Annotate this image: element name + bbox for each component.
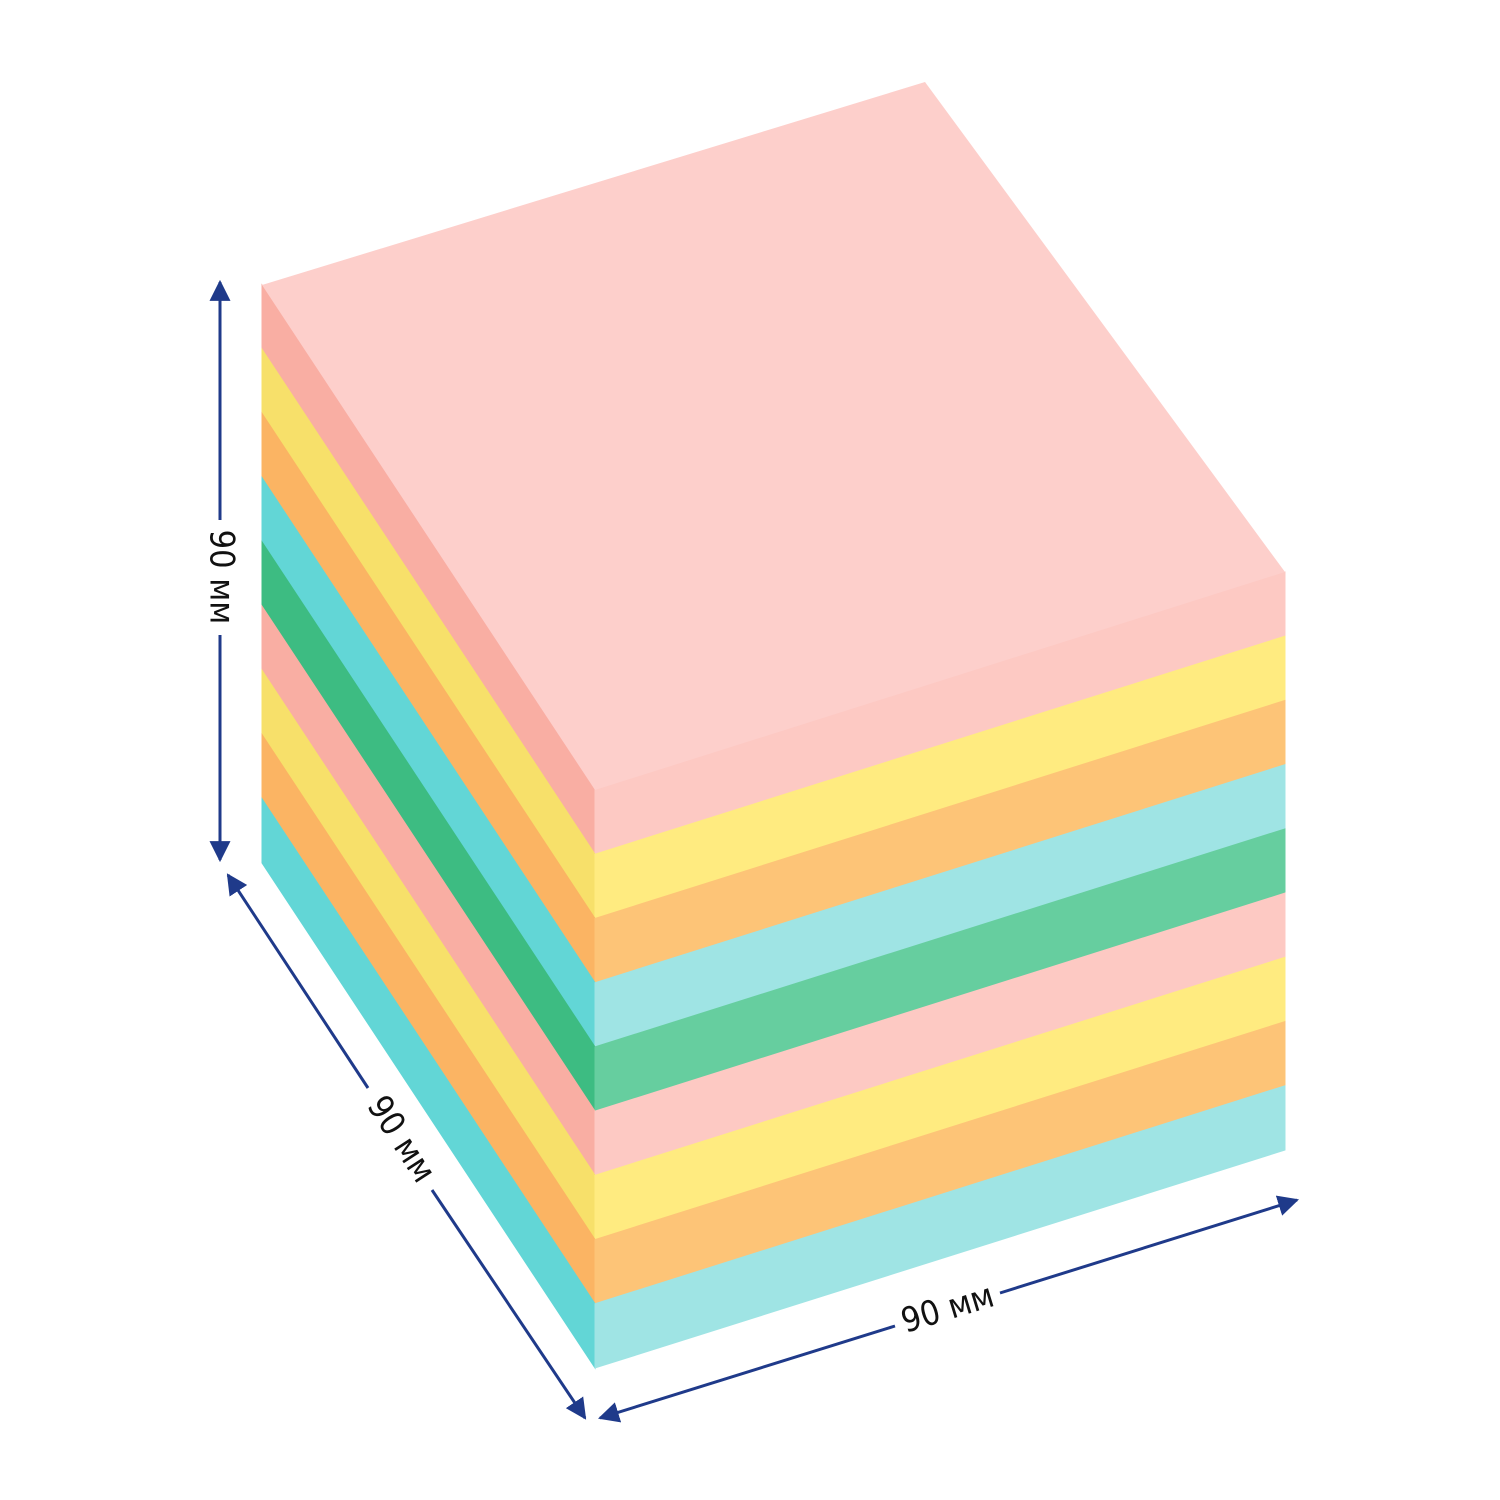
right-layer <box>594 1085 1286 1369</box>
top-face <box>262 82 1285 790</box>
note-layers <box>261 283 1286 1370</box>
depth-arrow <box>226 873 370 1089</box>
depth-arrow <box>430 1189 587 1420</box>
width-label: 90 мм <box>896 1276 998 1342</box>
height-label: 90 мм <box>202 530 242 625</box>
width-arrow <box>597 1324 896 1423</box>
width-arrow <box>999 1195 1300 1295</box>
